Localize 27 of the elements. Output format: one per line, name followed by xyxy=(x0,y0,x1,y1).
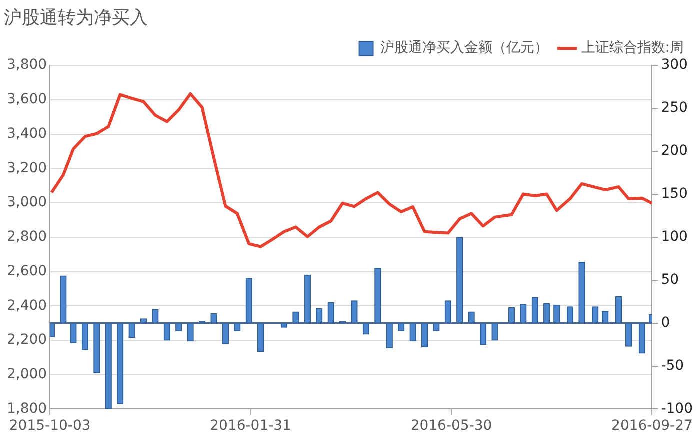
y2-tick-label: 200 xyxy=(661,143,688,160)
y2-tick-label: 100 xyxy=(661,229,688,246)
y-tick-label: 2,800 xyxy=(6,229,48,246)
x-tick-label: 2015-10-03 xyxy=(9,418,91,434)
x-tick-label: 2016-05-30 xyxy=(410,418,492,434)
y-tick-label: 3,200 xyxy=(6,160,48,176)
y2-tick-label: 150 xyxy=(661,186,688,202)
y2-tick-label: 50 xyxy=(661,272,680,288)
y2-tick-label: 0 xyxy=(661,314,670,331)
y2-tick-label: 250 xyxy=(661,100,688,116)
x-tick-label: 2016-01-31 xyxy=(210,418,292,434)
y-tick-label: 3,600 xyxy=(6,92,48,108)
y-tick-label: 1,800 xyxy=(6,400,48,417)
y-tick-label: 2,000 xyxy=(6,366,48,382)
x-tick-label: 2016-09-27 xyxy=(612,418,693,434)
y-tick-label: 3,000 xyxy=(6,194,48,211)
y-tick-label: 2,600 xyxy=(6,263,48,280)
y-tick-label: 3,400 xyxy=(6,126,48,142)
y2-tick-label: -100 xyxy=(661,400,694,417)
y-tick-label: 2,400 xyxy=(6,298,48,314)
legend-label: 上证综合指数:周 xyxy=(581,40,684,56)
y-tick-label: 2,200 xyxy=(6,332,48,348)
legend-label: 沪股通净买入金额（亿元） xyxy=(380,40,548,56)
y2-tick-label: -50 xyxy=(661,358,684,374)
y-tick-label: 3,800 xyxy=(6,57,48,74)
y2-tick-label: 300 xyxy=(661,57,688,74)
chart-title: 沪股通转为净买入 xyxy=(4,7,148,28)
